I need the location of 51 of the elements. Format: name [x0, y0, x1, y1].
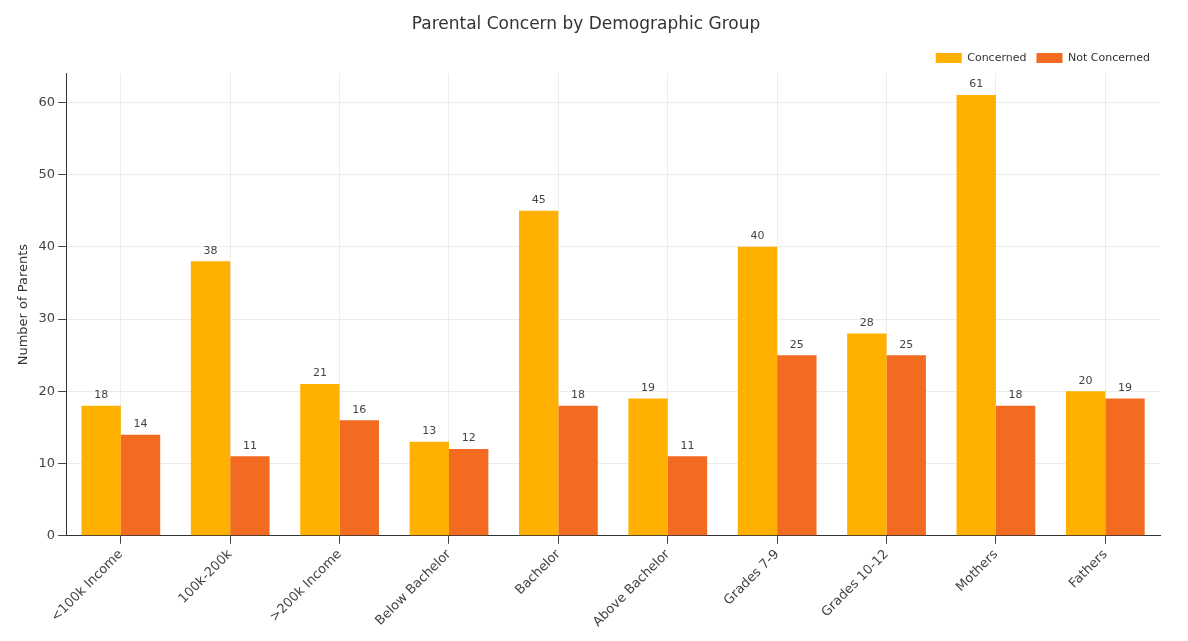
data-label: 16 — [352, 402, 367, 416]
y-axis-title: Number of Parents — [15, 243, 31, 366]
legend-label: Concerned — [967, 50, 1027, 64]
bar — [1105, 398, 1145, 536]
data-label: 38 — [203, 243, 218, 257]
y-tick-label: 40 — [38, 238, 56, 254]
data-label: 18 — [571, 388, 586, 402]
bar — [81, 405, 121, 536]
data-label: 12 — [461, 431, 476, 445]
data-label: 25 — [789, 337, 804, 351]
y-tick-label: 20 — [38, 382, 56, 398]
y-tick-label: 50 — [38, 165, 56, 181]
bar — [230, 456, 270, 536]
bar — [995, 405, 1036, 536]
bar — [777, 355, 817, 536]
bar — [558, 405, 598, 536]
data-label: 11 — [242, 438, 257, 452]
bar — [339, 420, 379, 536]
data-label: 61 — [969, 77, 984, 91]
data-label: 25 — [899, 337, 914, 351]
data-label: 21 — [312, 366, 327, 380]
bar — [1065, 391, 1106, 536]
bar — [628, 398, 668, 536]
chart-title: Parental Concern by Demographic Group — [411, 12, 761, 33]
bar — [300, 384, 340, 536]
data-label: 13 — [422, 424, 437, 438]
data-label: 14 — [133, 416, 148, 430]
bar — [667, 456, 708, 536]
data-label: 18 — [1008, 388, 1023, 402]
bar — [519, 210, 559, 536]
bar — [448, 449, 489, 536]
bar — [409, 441, 449, 536]
y-tick-label: 10 — [38, 454, 56, 470]
data-label: 20 — [1078, 373, 1093, 387]
y-tick-label: 60 — [38, 93, 56, 109]
y-tick-label: 30 — [38, 310, 56, 326]
data-label: 45 — [531, 193, 546, 207]
y-tick-label: 0 — [46, 527, 56, 543]
bar — [737, 246, 778, 536]
bar — [120, 434, 161, 536]
bar — [847, 333, 887, 536]
data-label: 40 — [750, 229, 765, 243]
bar — [886, 355, 926, 536]
data-label: 19 — [641, 380, 656, 394]
data-label: 28 — [859, 315, 874, 329]
bar — [956, 95, 996, 536]
bar — [190, 261, 231, 536]
data-label: 19 — [1118, 380, 1132, 394]
data-label: 18 — [94, 388, 109, 402]
data-label: 11 — [680, 438, 695, 452]
legend-label: Not Concerned — [1067, 50, 1151, 64]
